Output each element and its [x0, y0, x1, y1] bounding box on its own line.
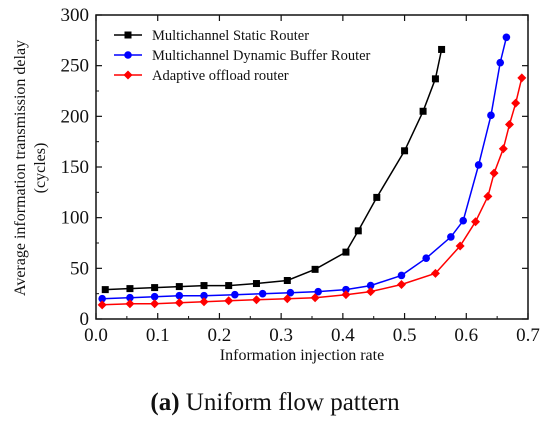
data-point: [511, 98, 521, 108]
data-point: [251, 295, 261, 305]
y-tick-label: 100: [61, 208, 90, 229]
data-point: [455, 241, 465, 251]
data-point: [431, 75, 439, 83]
series-1: [101, 45, 446, 294]
data-point: [438, 45, 446, 53]
data-point: [342, 285, 350, 294]
data-point: [231, 290, 239, 299]
legend-marker: [124, 31, 132, 39]
data-point: [354, 227, 362, 235]
data-point: [126, 293, 134, 302]
x-tick-label: 0.5: [393, 325, 417, 346]
x-tick-label: 0.4: [331, 325, 355, 346]
legend-entry-3: Adaptive offload router: [114, 68, 289, 84]
data-point: [504, 119, 514, 129]
data-point: [125, 299, 135, 309]
legend-label: Multichannel Static Router: [152, 28, 309, 44]
legend-marker: [123, 70, 133, 80]
data-point: [396, 280, 406, 290]
data-point: [430, 268, 440, 278]
data-point: [366, 287, 376, 297]
legend-label: Multichannel Dynamic Buffer Router: [152, 48, 371, 64]
series-3: [97, 73, 527, 310]
data-point: [310, 293, 320, 303]
data-point: [150, 292, 159, 301]
legend-marker: [124, 51, 132, 59]
series-2: [98, 33, 511, 303]
data-point: [252, 280, 260, 288]
data-point: [342, 248, 350, 256]
data-point: [199, 297, 209, 307]
x-tick-label: 0.6: [454, 325, 478, 346]
data-point: [314, 287, 322, 296]
data-point: [447, 233, 455, 241]
data-point: [258, 289, 267, 298]
legend-entry-1: Multichannel Static Router: [114, 28, 309, 44]
data-point: [489, 168, 499, 178]
y-tick-label: 0: [80, 309, 90, 330]
x-tick-label: 0.2: [208, 325, 232, 346]
x-tick-label: 0.3: [269, 325, 293, 346]
caption-text: Uniform flow pattern: [180, 389, 401, 416]
data-point: [224, 296, 234, 306]
data-point: [422, 254, 430, 262]
data-point: [496, 58, 505, 67]
data-point: [151, 284, 159, 292]
data-point: [150, 299, 160, 309]
data-point: [101, 286, 109, 294]
data-point: [401, 147, 409, 155]
caption-label: (a): [150, 389, 179, 416]
x-tick-label: 0.1: [146, 325, 170, 346]
data-point: [341, 290, 351, 300]
legend-label: Adaptive offload router: [152, 68, 289, 84]
data-point: [225, 282, 233, 290]
data-point: [419, 107, 427, 115]
legend-entry-2: Multichannel Dynamic Buffer Router: [114, 48, 371, 64]
data-point: [498, 144, 508, 154]
x-tick-label: 0.7: [516, 325, 540, 346]
series-line: [105, 49, 443, 291]
data-point: [126, 285, 134, 293]
y-tick-label: 150: [61, 157, 90, 178]
data-point: [175, 291, 184, 300]
data-point: [174, 298, 184, 308]
data-point: [200, 282, 208, 290]
data-point: [397, 271, 406, 280]
data-point: [459, 216, 468, 225]
data-point: [487, 111, 495, 120]
data-point: [471, 217, 481, 227]
y-tick-label: 250: [61, 56, 90, 77]
data-point: [282, 294, 292, 304]
x-axis-title: Information injection rate: [220, 347, 384, 364]
data-point: [98, 294, 106, 303]
y-axis-title-line-1: Average information transmission delay: [12, 40, 29, 296]
data-point: [517, 73, 527, 83]
data-point: [373, 193, 381, 201]
data-point: [200, 291, 208, 300]
data-point: [483, 191, 493, 201]
data-point: [311, 265, 319, 273]
y-tick-label: 300: [61, 5, 90, 26]
data-point: [286, 288, 295, 297]
data-point: [366, 281, 375, 290]
data-point: [502, 33, 511, 42]
data-point: [283, 276, 291, 284]
y-tick-label: 200: [61, 106, 90, 127]
data-point: [175, 283, 183, 291]
x-tick-label: 0.0: [84, 325, 108, 346]
data-point: [97, 300, 107, 310]
y-tick-label: 50: [70, 258, 89, 279]
figure-caption: (a) Uniform flow pattern: [150, 389, 400, 416]
y-axis-title-line-2: (cycles): [32, 143, 49, 194]
data-point: [474, 161, 483, 169]
